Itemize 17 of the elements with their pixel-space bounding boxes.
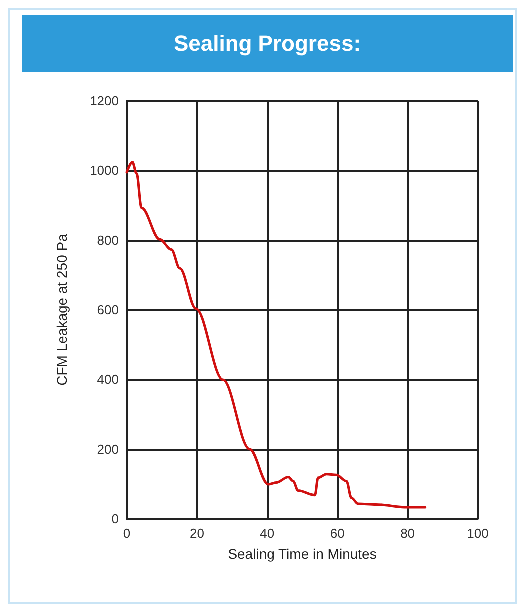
x-tick-label: 0 — [123, 526, 131, 541]
y-tick-label: 1200 — [90, 94, 119, 108]
y-tick-label: 1000 — [90, 163, 119, 178]
chart-title: Sealing Progress: — [22, 15, 513, 72]
x-tick-label: 40 — [260, 526, 275, 541]
x-axis-title: Sealing Time in Minutes — [228, 546, 377, 562]
y-tick-label: 800 — [97, 232, 119, 248]
y-tick-label: 600 — [97, 302, 119, 318]
line-series — [126, 161, 427, 509]
y-axis-title: CFM Leakage at 250 Pa — [54, 234, 70, 386]
x-tick-label: 20 — [190, 526, 204, 541]
y-tick-label: 0 — [112, 512, 119, 526]
y-tick-label: 200 — [97, 442, 119, 457]
x-tick-label: 80 — [400, 526, 416, 541]
x-tick-label: 60 — [330, 526, 345, 541]
y-tick-label: 400 — [97, 372, 119, 388]
x-tick-label: 100 — [467, 526, 489, 541]
